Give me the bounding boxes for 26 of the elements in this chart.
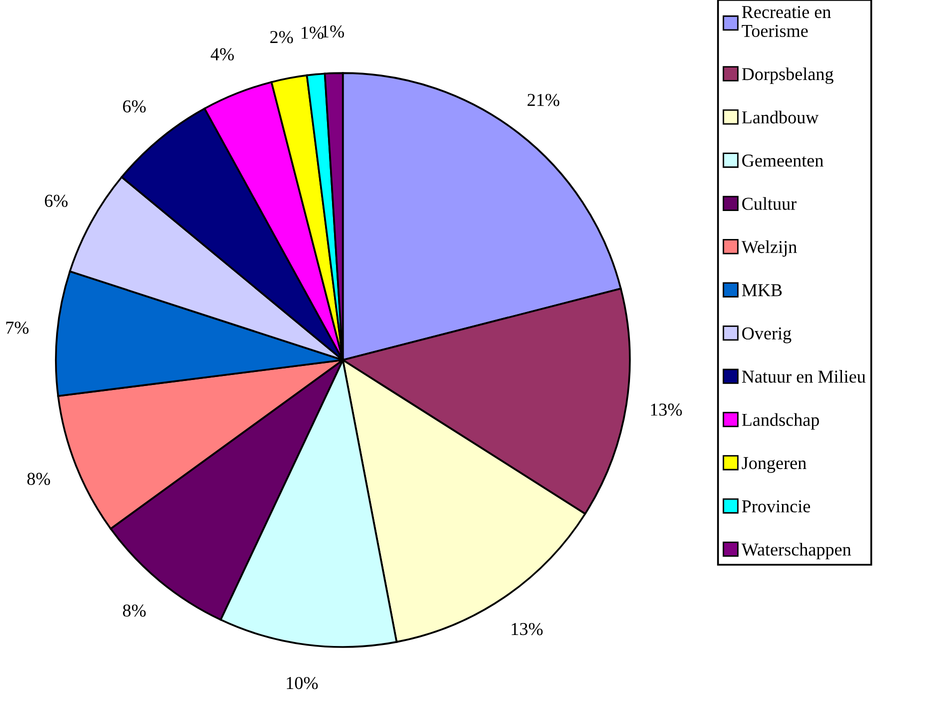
legend-label: Jongeren: [742, 457, 806, 473]
data-label: 1%: [302, 26, 324, 39]
legend-label: Dorpsbelang: [742, 68, 834, 84]
legend-label: Waterschappen: [741, 542, 852, 560]
legend-label: Landschap: [742, 413, 819, 430]
data-label: 1%: [322, 25, 344, 38]
data-label: 8%: [27, 472, 50, 486]
data-label: 10%: [286, 676, 318, 690]
data-label: 7%: [6, 322, 29, 334]
legend-label: Provincie: [742, 500, 810, 512]
data-label: 6%: [44, 194, 68, 207]
data-label: 21%: [528, 94, 560, 106]
legend-label: Landbouw: [742, 110, 819, 124]
data-label: 4%: [210, 48, 234, 60]
legend-label: Welzijn: [741, 240, 797, 257]
data-label: 2%: [270, 31, 293, 44]
data-label: 13%: [651, 404, 682, 416]
legend-label: Recreatie en Toerisme: [742, 6, 831, 38]
data-label: 13%: [512, 622, 543, 636]
legend-label: MKB: [742, 284, 782, 296]
legend-label: Overig: [742, 327, 792, 344]
legend-label: Gemeenten: [742, 154, 824, 167]
data-label: 6%: [123, 100, 146, 113]
legend-label: Cultuur: [742, 197, 796, 210]
legend-label: Natuur en Milieu: [742, 370, 866, 383]
data-label: 8%: [122, 604, 146, 617]
